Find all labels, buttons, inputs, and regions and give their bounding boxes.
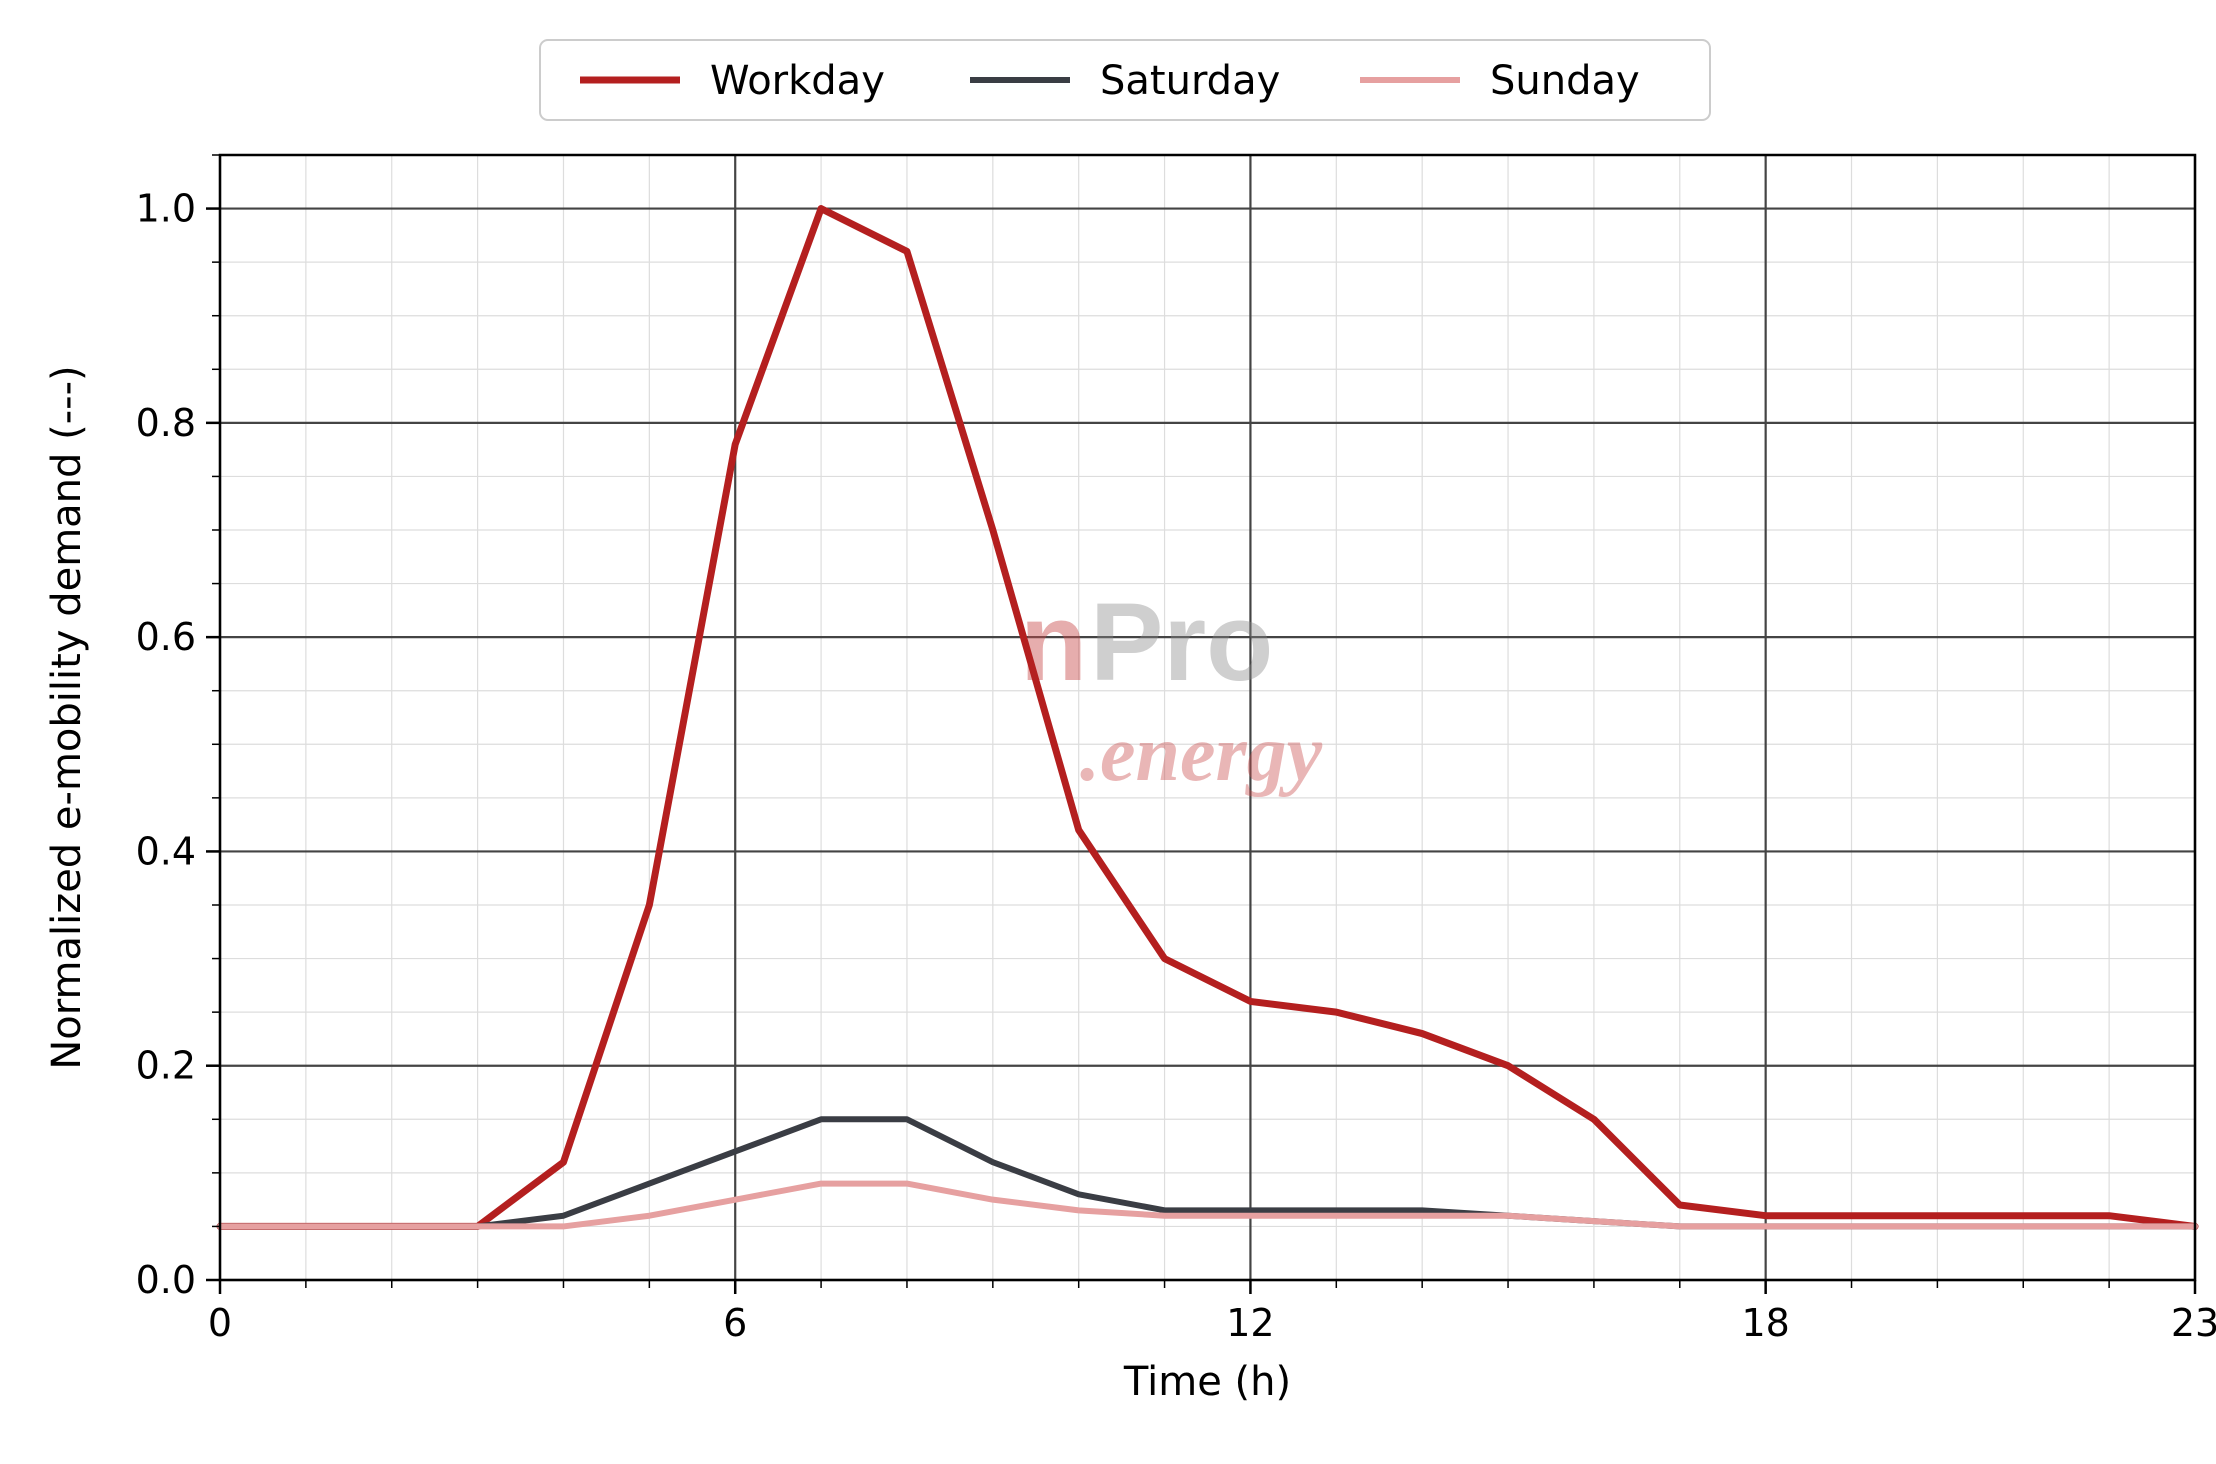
y-axis-label: Normalized e-mobility demand (---)	[44, 365, 90, 1069]
legend: Workday Saturday Sunday	[540, 40, 1710, 120]
y-tick-label: 0.6	[136, 615, 196, 659]
line-chart: nPro.energy 0 6 12 18 23 0.0 0.2 0.4 0.6 0.8 1.0 Tim…	[20, 20, 2216, 1444]
chart-container: nPro.energy 0 6 12 18 23 0.0 0.2 0.4 0.6 0.8 1.0 Tim…	[20, 20, 2216, 1444]
x-ticks: 0 6 12 18 23	[208, 1280, 2216, 1345]
y-tick-label: 0.8	[136, 401, 196, 445]
x-tick-label: 0	[208, 1301, 232, 1345]
x-tick-label: 23	[2171, 1301, 2216, 1345]
svg-text:.energy: .energy	[1080, 710, 1323, 798]
x-axis-label: Time (h)	[1123, 1359, 1291, 1405]
y-tick-label: 1.0	[136, 187, 196, 231]
y-tick-label: 0.2	[136, 1044, 196, 1088]
y-tick-label: 0.0	[136, 1258, 196, 1302]
svg-text:n: n	[1020, 581, 1087, 704]
x-tick-label: 6	[723, 1301, 747, 1345]
y-ticks: 0.0 0.2 0.4 0.6 0.8 1.0	[136, 155, 220, 1302]
legend-label: Sunday	[1490, 58, 1640, 104]
x-tick-label: 18	[1741, 1301, 1789, 1345]
legend-label: Workday	[710, 58, 885, 104]
y-tick-label: 0.4	[136, 829, 196, 873]
x-tick-label: 12	[1226, 1301, 1274, 1345]
svg-text:Pro: Pro	[1090, 581, 1273, 704]
legend-label: Saturday	[1100, 58, 1280, 104]
